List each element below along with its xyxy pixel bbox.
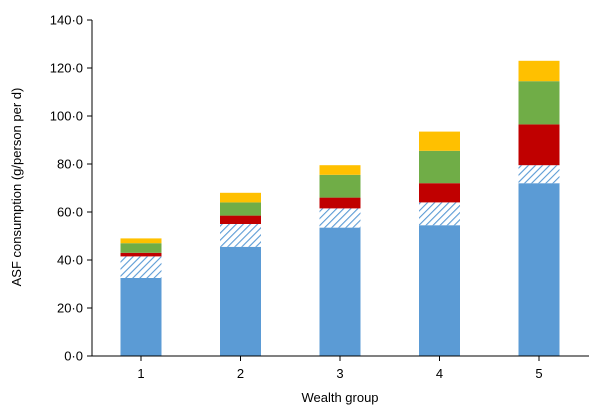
bar-segment-4-2 <box>419 183 460 203</box>
x-tick-label: 3 <box>336 366 343 381</box>
bar-segment-2-4 <box>220 192 261 203</box>
x-tick-label: 2 <box>237 366 244 381</box>
bar-segment-5-1 <box>518 165 560 184</box>
bar-segment-1-4 <box>120 238 162 244</box>
bar-segment-3-0 <box>319 227 361 356</box>
y-tick-label: 100·0 <box>50 109 83 124</box>
bars-layer <box>120 60 560 356</box>
y-tick-label: 120·0 <box>50 61 83 76</box>
bar-segment-1-2 <box>120 252 162 257</box>
bar-segment-1-3 <box>120 243 162 253</box>
axes-layer: 1 2 3 4 5 0·0 20·0 40·0 60·0 80·0 100·0 120·0 140·0 <box>50 13 589 381</box>
bar-segment-5-2 <box>518 124 560 166</box>
y-tick-label: 20·0 <box>57 301 83 316</box>
y-tick-label: 140·0 <box>50 13 83 28</box>
y-tick-label: 80·0 <box>57 157 83 172</box>
bar-segment-3-3 <box>319 174 361 198</box>
x-axis-label: Wealth group <box>301 390 378 405</box>
x-tick-label: 1 <box>137 366 144 381</box>
bar-segment-3-2 <box>319 197 361 209</box>
bar-segment-3-4 <box>319 165 361 175</box>
bar-segment-1-0 <box>120 278 162 356</box>
x-tick-label: 5 <box>535 366 542 381</box>
x-tick-label: 4 <box>436 366 443 381</box>
bar-segment-5-4 <box>518 60 560 82</box>
bar-segment-4-3 <box>419 150 460 184</box>
bar-segment-5-3 <box>518 81 560 125</box>
y-axis-label: ASF consumption (g/person per d) <box>9 88 24 287</box>
bar-segment-2-0 <box>220 246 261 356</box>
y-tick-label: 0·0 <box>64 349 83 364</box>
bar-segment-1-1 <box>120 256 162 278</box>
y-tick-label: 60·0 <box>57 205 83 220</box>
y-tick-label: 40·0 <box>57 253 83 268</box>
bar-segment-2-3 <box>220 202 261 216</box>
bar-segment-2-1 <box>220 224 261 247</box>
bar-segment-3-1 <box>319 208 361 228</box>
bar-segment-5-0 <box>518 183 560 356</box>
bar-segment-4-1 <box>419 202 460 226</box>
bar-segment-2-2 <box>220 215 261 224</box>
bar-segment-4-0 <box>419 225 460 356</box>
bar-segment-4-4 <box>419 131 460 151</box>
